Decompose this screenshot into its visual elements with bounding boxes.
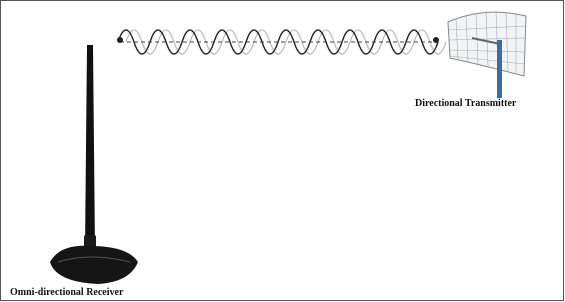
wave-end: [117, 37, 123, 43]
receiver-label: Omni-directional Receiver: [10, 287, 124, 298]
transmitter-label: Directional Transmitter: [415, 98, 517, 109]
wave-end: [433, 37, 439, 43]
diagram: Directional Transmitter Omni-directional…: [0, 0, 565, 302]
